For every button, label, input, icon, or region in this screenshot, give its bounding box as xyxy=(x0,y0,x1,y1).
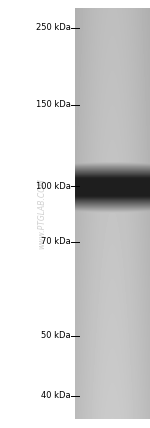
Text: www.PTGLAB.COM: www.PTGLAB.COM xyxy=(38,178,46,250)
Text: 50 kDa: 50 kDa xyxy=(41,331,71,341)
Text: 100 kDa: 100 kDa xyxy=(36,181,71,191)
Text: 40 kDa: 40 kDa xyxy=(41,391,71,401)
Text: 250 kDa: 250 kDa xyxy=(36,23,71,33)
Text: 70 kDa: 70 kDa xyxy=(41,237,71,247)
Text: 150 kDa: 150 kDa xyxy=(36,100,71,110)
